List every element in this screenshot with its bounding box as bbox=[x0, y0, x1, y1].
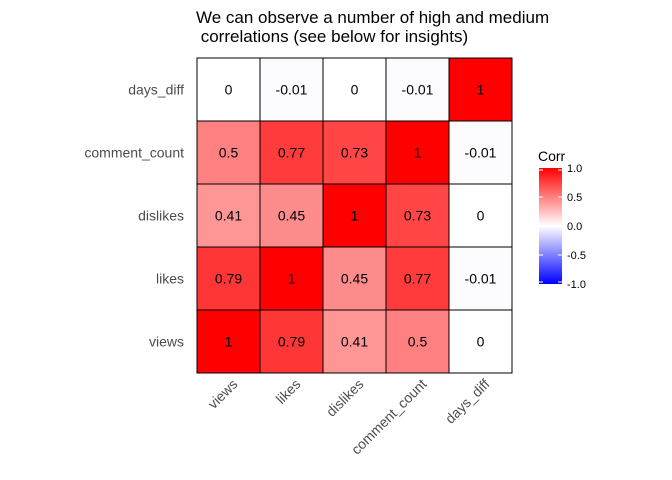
heatmap-cell-label: -0.01 bbox=[276, 82, 308, 98]
chart-title-line-2: correlations (see below for insights) bbox=[196, 27, 468, 46]
heatmap-cell-label: -0.01 bbox=[402, 82, 434, 98]
heatmap-cell-label: 0.79 bbox=[215, 271, 242, 287]
heatmap-cell bbox=[448, 246, 513, 311]
y-tick-label: comment_count bbox=[84, 145, 184, 161]
y-tick-label: days_diff bbox=[128, 82, 184, 98]
heatmap-cell-label: 1 bbox=[288, 271, 296, 287]
heatmap-cell-label: 0 bbox=[225, 82, 233, 98]
heatmap-cell-label: 0.5 bbox=[408, 334, 428, 350]
heatmap-cell-label: 0 bbox=[477, 334, 485, 350]
legend-colorbar bbox=[539, 168, 562, 284]
heatmap-cell-label: -0.01 bbox=[465, 145, 497, 161]
y-axis-tick-labels: days_diff comment_count dislikes likes views bbox=[84, 82, 184, 350]
heatmap-cell bbox=[385, 57, 450, 122]
x-tick-label: views bbox=[205, 376, 241, 412]
heatmap-cell bbox=[448, 309, 513, 374]
heatmap-cell-label: 0.73 bbox=[341, 145, 368, 161]
heatmap-cell bbox=[322, 120, 387, 185]
legend-tick-label: -1.0 bbox=[567, 279, 586, 291]
heatmap-cell bbox=[196, 309, 261, 374]
heatmap-cell-label: 1 bbox=[477, 82, 485, 98]
heatmap-cell-label: 0.79 bbox=[278, 334, 305, 350]
heatmap-cell bbox=[259, 246, 324, 311]
heatmap-cell-label: 0.45 bbox=[278, 208, 305, 224]
legend-tick-label: 0.5 bbox=[567, 192, 582, 204]
heatmap-cell-label: 0.73 bbox=[404, 208, 431, 224]
legend-tick-label: 0.0 bbox=[567, 221, 582, 233]
heatmap-cell-label: -0.01 bbox=[465, 271, 497, 287]
heatmap-cell bbox=[322, 57, 387, 122]
heatmap-cell bbox=[385, 183, 450, 248]
x-tick-label: days_diff bbox=[442, 376, 493, 427]
y-tick-label: likes bbox=[156, 271, 184, 287]
heatmap-cell bbox=[259, 183, 324, 248]
heatmap-cell-label: 0.41 bbox=[215, 208, 242, 224]
legend-tick-label: -0.5 bbox=[567, 250, 586, 262]
y-tick-label: views bbox=[149, 334, 184, 350]
heatmap-cell-label: 1 bbox=[351, 208, 359, 224]
heatmap-cell bbox=[196, 57, 261, 122]
legend-tick-label: 1.0 bbox=[567, 163, 582, 175]
heatmap-cell-label: 1 bbox=[225, 334, 233, 350]
x-tick-label: likes bbox=[272, 376, 303, 407]
heatmap-cell-label: 0 bbox=[351, 82, 359, 98]
heatmap-cell bbox=[196, 246, 261, 311]
heatmap-cell-label: 0 bbox=[477, 208, 485, 224]
heatmap-cell-label: 0.5 bbox=[219, 145, 239, 161]
heatmap-cell-label: 0.77 bbox=[404, 271, 431, 287]
x-tick-label: dislikes bbox=[323, 376, 367, 420]
heatmap-cell bbox=[322, 246, 387, 311]
heatmap-cell bbox=[196, 120, 261, 185]
heatmap-cell bbox=[259, 309, 324, 374]
heatmap-cell bbox=[385, 246, 450, 311]
heatmap-cells bbox=[196, 57, 513, 374]
legend-ticks: 1.0 0.5 0.0 -0.5 -1.0 bbox=[539, 163, 586, 291]
heatmap-cell bbox=[322, 309, 387, 374]
heatmap-cell bbox=[259, 57, 324, 122]
legend-title: Corr bbox=[538, 148, 566, 164]
y-tick-label: dislikes bbox=[138, 208, 184, 224]
heatmap-cell-label: 0.41 bbox=[341, 334, 368, 350]
legend: Corr 1.0 0.5 0.0 -0.5 -1.0 bbox=[538, 148, 586, 291]
heatmap-cell-label: 0.45 bbox=[341, 271, 368, 287]
heatmap-cell bbox=[448, 120, 513, 185]
chart-title-line-1: We can observe a number of high and medi… bbox=[196, 8, 549, 27]
heatmap-cell-label: 0.77 bbox=[278, 145, 305, 161]
heatmap-cell-labels: 0 -0.01 0 -0.01 1 0.5 0.77 0.73 1 -0.01 0.41 0.45 1 0… bbox=[215, 82, 497, 350]
heatmap-cell-label: 1 bbox=[414, 145, 422, 161]
